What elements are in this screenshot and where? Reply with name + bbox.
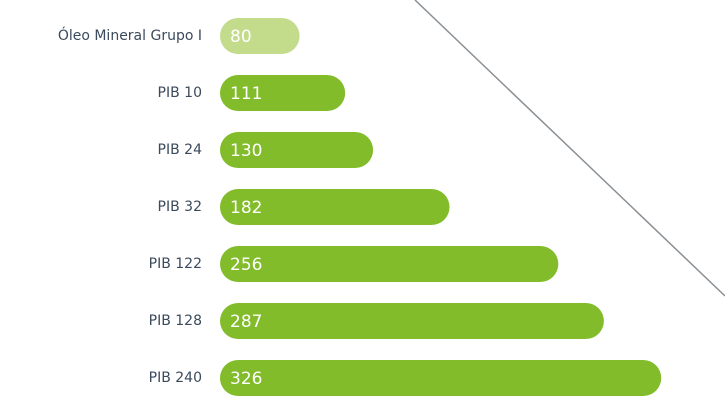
bar-value-label: 256 (230, 255, 262, 275)
category-label: PIB 240 (149, 370, 202, 386)
category-label: PIB 24 (158, 142, 203, 158)
bar-value-label: 111 (230, 84, 262, 104)
category-label: Óleo Mineral Grupo I (58, 26, 202, 44)
bar-value-label: 130 (230, 141, 262, 161)
bar (220, 360, 662, 396)
bar (220, 189, 450, 225)
decorative-diagonal (414, 0, 725, 297)
bar-value-label: 182 (230, 198, 262, 218)
bar (220, 246, 559, 282)
bar (220, 18, 300, 54)
bar-value-label: 326 (230, 369, 262, 389)
category-label: PIB 128 (149, 313, 202, 329)
bar (220, 303, 604, 339)
category-label: PIB 10 (158, 85, 202, 101)
category-label: PIB 32 (158, 199, 202, 215)
bar (220, 132, 374, 168)
category-label: PIB 122 (149, 256, 202, 272)
bar-value-label: 287 (230, 312, 262, 332)
bar (220, 75, 346, 111)
bar-value-label: 80 (230, 27, 252, 47)
